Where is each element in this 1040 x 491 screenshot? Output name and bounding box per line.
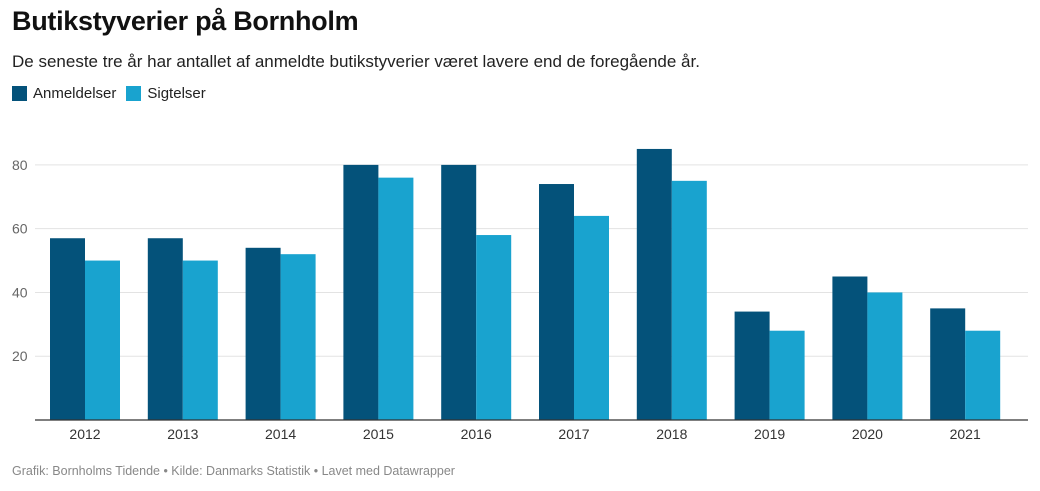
bar-anmeldelser-2015 bbox=[343, 164, 379, 420]
bar-sigtelser-2013 bbox=[182, 260, 218, 420]
x-tick-label-2013: 2013 bbox=[167, 426, 198, 442]
x-tick-label-2012: 2012 bbox=[69, 426, 100, 442]
bar-anmeldelser-2014 bbox=[245, 247, 281, 420]
chart-title: Butikstyverier på Bornholm bbox=[12, 6, 359, 36]
x-tick-label-2016: 2016 bbox=[461, 426, 492, 442]
y-tick-label-60: 60 bbox=[12, 221, 28, 237]
bar-anmeldelser-2021 bbox=[930, 308, 966, 420]
bar-sigtelser-2019 bbox=[769, 330, 805, 420]
x-tick-label-2020: 2020 bbox=[852, 426, 883, 442]
bar-anmeldelser-2017 bbox=[539, 184, 574, 420]
legend-label-sigtelser: Sigtelser bbox=[147, 85, 206, 102]
bar-sigtelser-2020 bbox=[867, 292, 903, 420]
chart-subtitle: De seneste tre år har antallet af anmeld… bbox=[12, 52, 700, 71]
legend-label-anmeldelser: Anmeldelser bbox=[33, 85, 117, 102]
x-tick-label-2019: 2019 bbox=[754, 426, 785, 442]
bar-sigtelser-2015 bbox=[378, 177, 414, 420]
legend-swatch-sigtelser bbox=[126, 86, 142, 101]
bar-anmeldelser-2013 bbox=[147, 238, 183, 420]
bar-sigtelser-2014 bbox=[280, 254, 316, 420]
x-tick-label-2014: 2014 bbox=[265, 426, 296, 442]
bar-sigtelser-2016 bbox=[476, 235, 512, 420]
bar-anmeldelser-2016 bbox=[441, 164, 477, 420]
bar-sigtelser-2018 bbox=[671, 180, 707, 420]
x-tick-label-2017: 2017 bbox=[558, 426, 589, 442]
bar-anmeldelser-2019 bbox=[734, 311, 770, 420]
legend-swatch-anmeldelser bbox=[12, 86, 27, 101]
legend: Anmeldelser Sigtelser bbox=[12, 85, 216, 102]
y-tick-label-20: 20 bbox=[12, 348, 28, 364]
legend-item-sigtelser: Sigtelser bbox=[126, 85, 206, 102]
bar-anmeldelser-2020 bbox=[832, 276, 868, 420]
bar-sigtelser-2021 bbox=[965, 330, 1001, 420]
x-tick-label-2018: 2018 bbox=[656, 426, 687, 442]
bar-anmeldelser-2018 bbox=[636, 148, 672, 420]
bar-sigtelser-2017 bbox=[574, 215, 609, 420]
legend-item-anmeldelser: Anmeldelser bbox=[12, 85, 116, 102]
bar-sigtelser-2012 bbox=[85, 260, 120, 420]
x-tick-label-2021: 2021 bbox=[950, 426, 981, 442]
bar-anmeldelser-2012 bbox=[50, 238, 85, 420]
y-tick-label-40: 40 bbox=[12, 284, 28, 300]
x-tick-label-2015: 2015 bbox=[363, 426, 394, 442]
chart-footer: Grafik: Bornholms Tidende • Kilde: Danma… bbox=[12, 464, 455, 478]
y-tick-label-80: 80 bbox=[12, 157, 28, 173]
